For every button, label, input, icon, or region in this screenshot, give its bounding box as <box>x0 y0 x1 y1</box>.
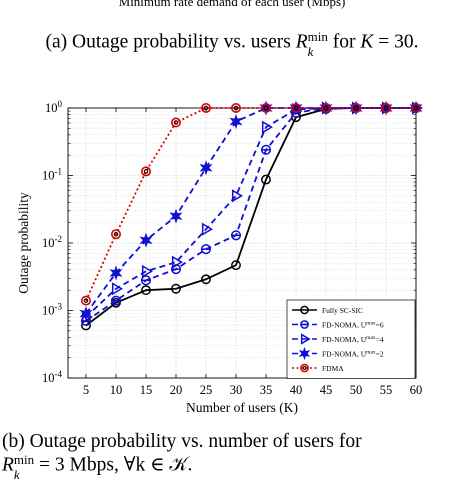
x-tick-label: 50 <box>350 383 363 397</box>
series-4-point-core <box>383 105 389 111</box>
legend-swatch-marker <box>300 363 309 373</box>
series-4-point <box>231 103 242 113</box>
series-4-point-core <box>413 105 419 111</box>
series-2-point <box>261 120 273 134</box>
x-tick-label: 60 <box>410 383 423 397</box>
legend-label: FDMA <box>322 364 344 373</box>
series-3-point <box>169 208 183 224</box>
series-4-point <box>201 103 212 113</box>
clipped-axis-label: Minimum rate demand of each user (Mbps) <box>118 0 346 9</box>
caption-a-sup: min <box>307 29 328 44</box>
legend-label: FD-NOMA, Umax=2 <box>322 350 384 359</box>
series-0-point <box>141 285 151 296</box>
x-tick-label: 55 <box>380 383 393 397</box>
legend-swatch-marker-core <box>302 366 307 370</box>
series-4-point <box>171 117 182 128</box>
caption-a-symbol: R <box>295 31 308 53</box>
caption-b: (b) Outage probability vs. number of use… <box>2 430 464 482</box>
series-3-point <box>229 114 243 130</box>
series-2-point <box>111 282 123 296</box>
series-4-point-core <box>143 169 149 174</box>
series-4-point <box>81 295 92 306</box>
y-axis-label: Outage probability <box>16 192 31 294</box>
legend-label: Fully SC-SIC <box>322 306 363 315</box>
series-3-point <box>379 100 393 116</box>
caption-a-sub: k <box>307 44 314 59</box>
series-0-point <box>261 174 271 185</box>
series-4-point-core <box>293 105 299 111</box>
series-2-point <box>231 189 243 203</box>
x-axis-label: Number of users (K) <box>186 400 298 415</box>
series-3-point <box>79 306 93 322</box>
series-3-point <box>199 160 213 176</box>
series-4-point-core <box>353 105 359 111</box>
x-tick-label: 30 <box>230 383 243 397</box>
series-0-point <box>231 260 241 271</box>
series-line-4 <box>85 107 416 302</box>
legend-label: FD-NOMA, Umax=6 <box>322 321 384 330</box>
caption-a-prefix: (a) Outage probability vs. users <box>45 31 296 53</box>
series-3-point <box>289 100 303 116</box>
series-3-point <box>409 100 423 116</box>
caption-a-var: K <box>360 31 374 53</box>
caption-b-sub: k <box>13 467 20 482</box>
series-4-point-core <box>173 120 179 125</box>
x-tick-label: 45 <box>320 383 333 397</box>
series-3-point <box>109 265 123 281</box>
series-4-point <box>111 229 122 240</box>
series-4-point-core <box>203 105 209 111</box>
series-0-point <box>171 283 181 294</box>
series-2-point <box>201 222 213 236</box>
outage-chart: 5 10 15 20 25 30 35 40 45 50 55 60 10-4 10-3 10-2 10-1 1… <box>16 99 423 415</box>
series-4-point <box>260 103 271 113</box>
y-tick-label: 10-3 <box>42 302 62 318</box>
caption-a-mid: for <box>327 31 361 53</box>
x-tick-label: 15 <box>140 383 153 397</box>
caption-b-sup: min <box>13 452 35 468</box>
series-4-point <box>290 103 301 113</box>
series-4-point-core <box>83 298 89 303</box>
series-4-point-core <box>323 105 329 111</box>
series-4-point-core <box>233 105 239 111</box>
series-4-point <box>320 103 331 113</box>
legend-swatch-marker <box>300 333 311 345</box>
x-tick-label: 35 <box>260 383 273 397</box>
y-tick-label: 100 <box>45 99 63 115</box>
series-4-point <box>410 103 421 113</box>
x-tick-label: 5 <box>83 383 89 397</box>
x-tick-label: 10 <box>110 383 123 397</box>
series-2-point <box>171 255 183 269</box>
series-4-point <box>141 166 152 177</box>
series-0-point <box>201 274 211 285</box>
series-4-point-core <box>263 105 269 111</box>
x-tick-label: 20 <box>170 383 183 397</box>
y-tick-label: 10-2 <box>42 234 62 250</box>
series-4-point-core <box>113 231 119 237</box>
y-tick-label: 10-1 <box>42 167 62 183</box>
caption-b-rest: = 3 Mbps, ∀k ∈ 𝒦. <box>34 454 193 476</box>
series-4-point <box>380 103 391 113</box>
series-4-point <box>350 103 361 113</box>
caption-b-symbol: R <box>2 454 14 476</box>
x-tick-label: 25 <box>200 383 213 397</box>
x-tick-label: 40 <box>290 383 303 397</box>
legend-swatch-marker <box>298 346 311 361</box>
legend-label: FD-NOMA, Umax=4 <box>322 335 384 344</box>
series-2-point <box>141 264 153 278</box>
series-3-point <box>139 232 153 248</box>
caption-a-suffix: = 30. <box>373 31 419 53</box>
caption-b-line1: (b) Outage probability vs. number of use… <box>2 431 362 452</box>
legend-swatch-marker <box>300 305 309 315</box>
series-3-point <box>319 100 333 116</box>
y-tick-label: 10-4 <box>42 369 62 385</box>
